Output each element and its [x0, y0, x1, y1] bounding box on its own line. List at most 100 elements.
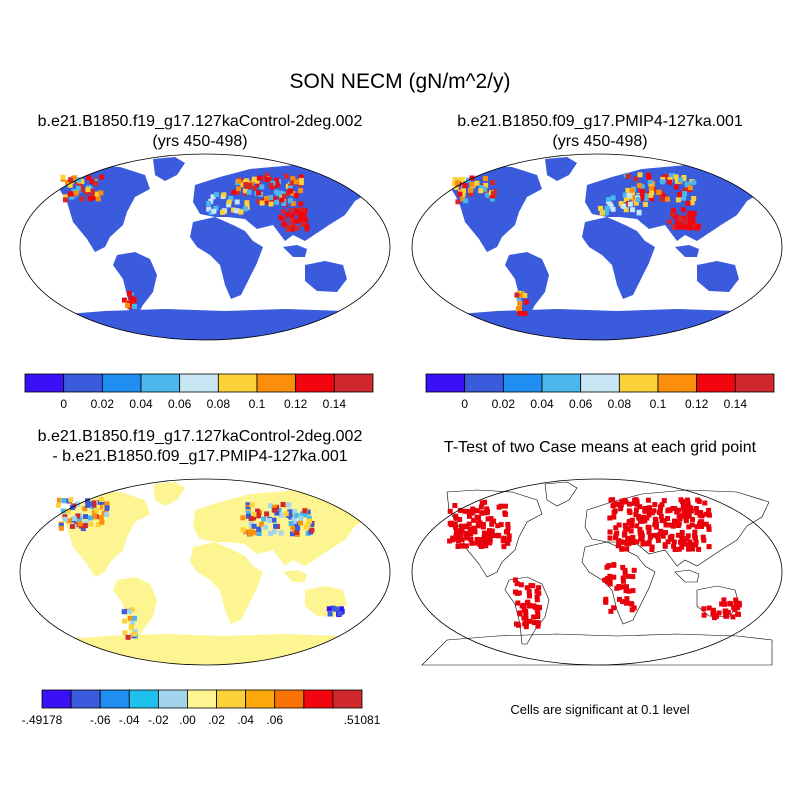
significant-cell [657, 508, 663, 514]
significant-cell [620, 575, 626, 581]
significant-cell [459, 543, 465, 549]
colorbar-diff: -.49178 -.06 -.04 -.02 .00 .02 .04 .06 .51081 [22, 689, 381, 727]
hotspot-cell [682, 191, 688, 197]
diff-cell [327, 611, 333, 617]
hotspot-cell [490, 191, 496, 197]
hotspot-cell [677, 191, 683, 197]
significant-cell [678, 539, 683, 545]
hotspot-cell [633, 200, 639, 206]
significant-cell [607, 515, 613, 521]
hotspot-cell [667, 179, 672, 185]
significant-cell [452, 521, 458, 527]
hotspot-cell [599, 210, 605, 216]
significant-cell [516, 590, 522, 596]
hotspot-cell [206, 206, 212, 212]
diff-cell [62, 516, 68, 522]
significant-cell [620, 599, 625, 605]
hotspot-cell [268, 201, 274, 207]
significant-cell [625, 535, 631, 541]
significant-cell [658, 505, 663, 511]
hotspot-cell [479, 185, 485, 191]
hotspot-cell [674, 218, 680, 224]
diff-cell [61, 498, 67, 503]
hotspot-cell [642, 201, 648, 207]
hotspot-cell [643, 195, 649, 201]
hotspot-cell [522, 293, 528, 298]
colorbar-diff-tick-label: .00 [179, 713, 196, 727]
significant-cell [666, 522, 672, 528]
hotspot-cell [661, 194, 667, 200]
significant-cell [693, 542, 699, 547]
hotspot-cell [272, 196, 278, 202]
hotspot-cell [294, 218, 300, 224]
colorbar-case1: 0 0.02 0.04 0.06 0.08 0.1 0.12 0.14 [24, 373, 374, 411]
hotspot-cell [690, 216, 696, 222]
significant-cell [693, 506, 699, 511]
hotspot-cell [290, 213, 295, 219]
colorbar-diff-swatch [70, 689, 101, 709]
significant-cell [630, 588, 636, 594]
significant-cell [638, 518, 644, 524]
hotspot-cell [264, 195, 269, 201]
hotspot-cell [469, 182, 475, 187]
significant-cell [506, 537, 512, 542]
hotspot-cell [289, 207, 295, 213]
hotspot-cell [677, 215, 683, 221]
diff-cell [240, 527, 246, 533]
significant-cell [653, 518, 659, 524]
diff-cell [290, 531, 295, 537]
significant-cell [670, 506, 676, 511]
diff-cell [130, 620, 135, 626]
significant-cell [463, 530, 469, 536]
significant-cell [676, 546, 682, 552]
hotspot-cell [290, 191, 296, 196]
significant-cell [506, 533, 512, 539]
hotspot-cell [293, 193, 299, 199]
significant-cell [675, 523, 681, 528]
colorbar-diff-swatch [41, 689, 72, 709]
diff-cell [240, 515, 246, 521]
hotspot-cell [625, 173, 631, 179]
significant-cell [725, 609, 731, 615]
significant-cell [721, 597, 727, 603]
diff-cell [121, 609, 127, 615]
hotspot-cell [281, 201, 287, 207]
hotspot-cell [453, 184, 459, 190]
colorbar-case2-swatch [734, 373, 775, 393]
significant-cell [665, 508, 671, 514]
significant-cell [463, 534, 469, 540]
hotspot-cell [289, 180, 295, 186]
diff-cell [92, 514, 98, 520]
panel-title-diff-line1: b.e21.B1850.f19_g17.127kaControl-2deg.00… [37, 428, 363, 445]
hotspot-cell [603, 210, 609, 216]
map-panel-diff [30, 482, 380, 665]
significant-cell [455, 544, 461, 549]
significant-cell [645, 524, 651, 530]
hotspot-cell [285, 190, 291, 196]
diff-cell [264, 511, 270, 517]
significant-cell [727, 600, 733, 606]
significant-cell [523, 609, 529, 614]
significant-cell [505, 521, 511, 527]
significant-cell [652, 502, 658, 508]
hotspot-cell [289, 218, 294, 224]
significant-cell [644, 515, 650, 521]
hotspot-cell [627, 201, 633, 207]
significant-cell [672, 547, 678, 552]
significant-cell [696, 498, 702, 504]
diff-cell [306, 515, 312, 521]
significant-cell [618, 502, 624, 508]
diff-cell [60, 508, 66, 514]
colorbar-case1-swatch [295, 373, 335, 393]
hotspot-cell [297, 211, 303, 217]
significant-cell [521, 615, 527, 621]
significant-cell [487, 539, 493, 545]
diff-cell [261, 516, 267, 522]
significant-cell [616, 584, 622, 589]
significant-cell [489, 521, 495, 527]
significant-cell [662, 543, 668, 549]
significant-cell [630, 574, 636, 580]
diff-cell [298, 515, 304, 521]
diff-cell [104, 512, 110, 518]
diff-cell [87, 501, 93, 507]
